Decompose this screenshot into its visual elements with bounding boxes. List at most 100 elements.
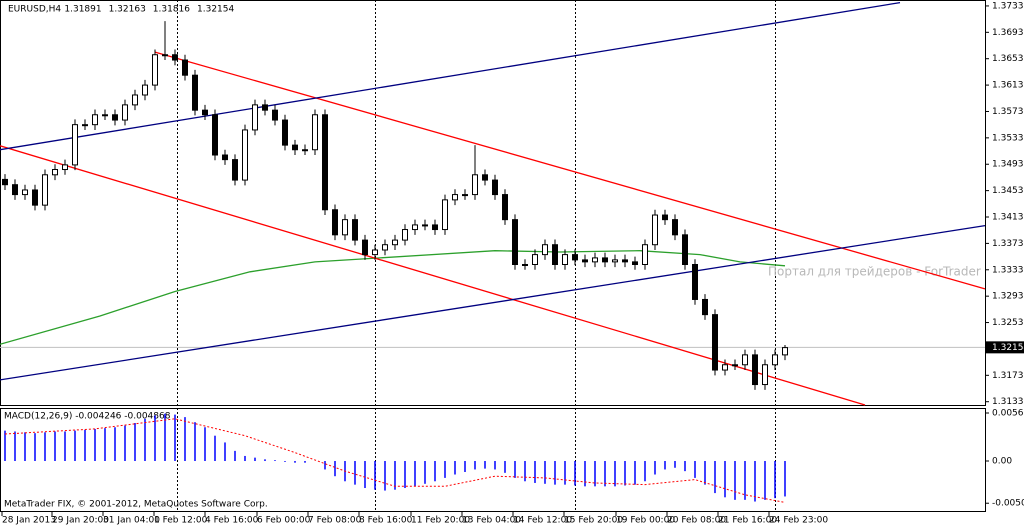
candle-body	[542, 244, 548, 256]
candle	[302, 144, 308, 156]
candle-body	[492, 179, 498, 196]
candle-body	[622, 259, 628, 263]
candle-body	[682, 234, 688, 266]
candle	[52, 164, 58, 181]
candle-body	[572, 254, 578, 261]
candle	[262, 99, 268, 116]
x-tick-label: 29 Jan 20:00	[52, 516, 109, 526]
candle-body	[352, 219, 358, 241]
y-tick-label: 1.32930	[992, 292, 1024, 302]
candle-body	[202, 109, 208, 116]
candle-body	[502, 194, 508, 221]
y-tick-label: 1.36930	[992, 28, 1024, 38]
candle-body	[262, 104, 268, 111]
candle-body	[102, 114, 108, 117]
candle	[152, 49, 158, 91]
y-tick-label: 1.31330	[992, 397, 1024, 407]
candle	[542, 239, 548, 260]
candle-body	[222, 154, 228, 161]
x-tick-label: 11 Feb 20:00	[411, 516, 470, 526]
candle	[572, 249, 578, 266]
candle	[592, 252, 598, 268]
candle-body	[732, 364, 738, 367]
candle	[642, 239, 648, 270]
y-tick-label: 1.34930	[992, 160, 1024, 170]
candle	[92, 109, 98, 130]
candle	[132, 89, 138, 111]
candle-body	[422, 224, 428, 227]
candle	[702, 294, 708, 320]
candle-body	[172, 54, 178, 61]
candle-body	[382, 244, 388, 251]
candle	[742, 349, 748, 371]
macd-pane	[0, 408, 986, 512]
candle-body	[282, 119, 288, 146]
candle	[2, 174, 8, 190]
candle	[522, 259, 528, 270]
candle-body	[612, 259, 618, 263]
candle	[232, 154, 238, 186]
main-pane	[0, 0, 986, 406]
candle	[452, 189, 458, 206]
candle	[362, 234, 368, 260]
candle	[42, 169, 48, 211]
candle	[612, 254, 618, 268]
candle-body	[72, 124, 78, 166]
candle-body	[12, 184, 18, 196]
current-price-label: 1.32154	[992, 343, 1024, 353]
candle-body	[252, 104, 258, 131]
candle-body	[162, 54, 168, 57]
candle	[272, 104, 278, 126]
candle-body	[642, 244, 648, 266]
candle	[202, 104, 208, 121]
candle	[102, 109, 108, 121]
y-tick-label: 1.33730	[992, 239, 1024, 249]
candle	[782, 344, 788, 361]
candle	[22, 184, 28, 200]
candle-body	[92, 114, 98, 126]
candle-body	[52, 169, 58, 176]
x-tick-label: 15 Feb 20:00	[564, 516, 623, 526]
candle	[752, 349, 758, 390]
candle	[162, 21, 168, 61]
x-tick-label: 31 Jan 04:00	[103, 516, 160, 526]
candle-body	[462, 194, 468, 197]
x-tick-label: 14 Feb 12:00	[513, 516, 572, 526]
candle	[412, 219, 418, 235]
candle	[72, 119, 78, 171]
candle	[562, 249, 568, 270]
candle-body	[702, 298, 708, 316]
candle-body	[392, 239, 398, 246]
candle	[212, 109, 218, 161]
x-tick-label: 28 Jan 2013	[2, 516, 56, 526]
pane-borders	[0, 0, 986, 512]
y-tick-label: 1.35330	[992, 133, 1024, 143]
candle-body	[712, 314, 718, 371]
candle-body	[752, 354, 758, 386]
candle	[282, 114, 288, 151]
candle	[172, 49, 178, 66]
signal-line	[4, 418, 786, 503]
candle-body	[322, 114, 328, 211]
candle	[762, 359, 768, 390]
candle	[252, 99, 258, 136]
candle-body	[332, 209, 338, 236]
candle	[432, 219, 438, 235]
candle-body	[412, 224, 418, 231]
candle	[662, 209, 668, 225]
x-tick-label: 8 Feb 16:00	[359, 516, 413, 526]
candle	[732, 359, 738, 371]
candle-body	[402, 229, 408, 241]
candle	[532, 249, 538, 270]
x-tick-label: 1 Feb 12:00	[154, 516, 208, 526]
candle-body	[22, 189, 28, 196]
candle-body	[602, 257, 608, 263]
x-tick-label: 21 Feb 16:00	[718, 516, 777, 526]
trend-line	[0, 1, 901, 151]
header-value: 1.32154	[197, 5, 234, 15]
candle	[652, 209, 658, 250]
moving-average	[0, 250, 786, 345]
x-tick-label: 19 Feb 00:00	[616, 516, 675, 526]
y-tick-label: 1.36130	[992, 81, 1024, 91]
